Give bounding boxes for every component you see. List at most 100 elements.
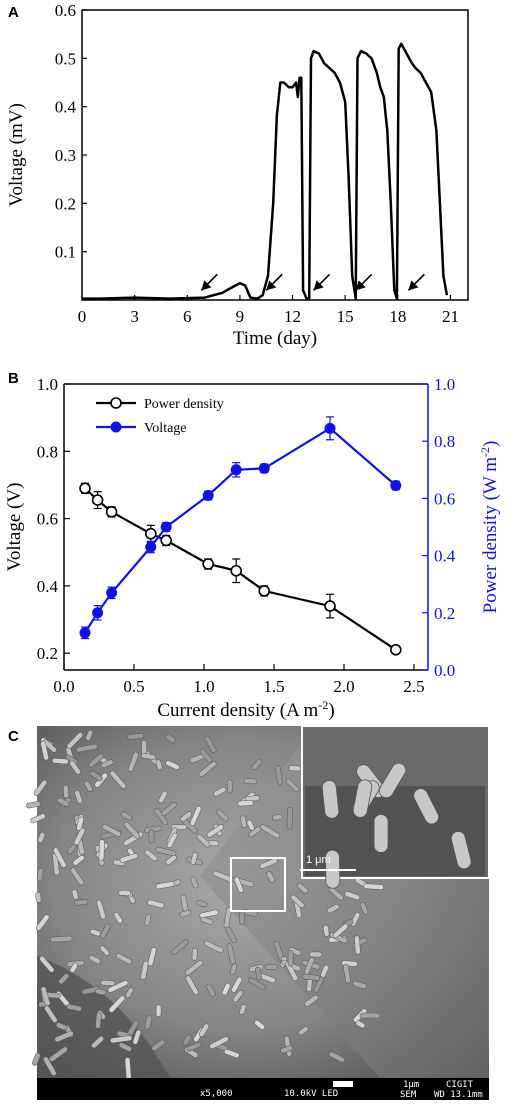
bacterium-rod — [120, 811, 133, 821]
bacterium-rod — [88, 954, 101, 965]
bacterium-rod — [204, 735, 217, 753]
bacterium-rod — [33, 779, 48, 796]
y-axis-title: Voltage (V) — [4, 483, 25, 572]
bacterium-rod — [69, 962, 79, 974]
y-right-tick-label: 0.8 — [434, 432, 455, 451]
bacterium-rod — [155, 1004, 162, 1017]
bacterium-rod — [233, 876, 244, 893]
x-tick-label: 0.5 — [123, 677, 144, 696]
y-right-tick-label: 1.0 — [434, 375, 455, 394]
y-right-tick-label: 0.6 — [434, 489, 455, 508]
data-point — [324, 422, 336, 434]
bacterium-rod — [237, 800, 254, 807]
bacterium-rod — [363, 883, 385, 890]
panel-label-c: C — [8, 728, 19, 745]
x-axis-title: Current density (A m-2) — [157, 698, 334, 721]
bacterium-rod — [304, 957, 315, 975]
bacterium-rod — [132, 1029, 142, 1045]
bacterium-rod — [185, 975, 199, 996]
x-tick-label: 3 — [130, 307, 139, 326]
x-axis-title-superscript: -2 — [318, 698, 328, 712]
inset-bacterium-rod — [352, 779, 373, 818]
chart-a: 0 3 6 9 12 15 18 21 0.1 0.2 0.3 0.4 0.5 0.6 Time (day)… — [6, 1, 469, 349]
bacterium-rod — [354, 935, 361, 955]
y-tick-label: 0.2 — [55, 194, 76, 213]
bacterium-rod — [171, 939, 189, 956]
bacterium-rod — [209, 1036, 229, 1050]
data-point — [79, 627, 91, 639]
data-point — [258, 462, 270, 474]
y-right-axis-title: Power density (W m-2) — [478, 441, 501, 614]
bacterium-rod — [206, 824, 224, 838]
x-tick-label: 2.5 — [403, 677, 424, 696]
x-tick-label: 0.0 — [53, 677, 74, 696]
data-point — [390, 480, 402, 492]
bacterium-rod — [298, 1026, 309, 1036]
bacterium-rod — [91, 1036, 104, 1049]
x-tick-label: 6 — [183, 307, 192, 326]
bacterium-rod — [155, 881, 175, 890]
bacterium-rod — [285, 778, 300, 792]
legend-label-voltage: Voltage — [144, 421, 187, 436]
bacterium-rod — [102, 823, 122, 837]
x-tick-label: 21 — [442, 307, 459, 326]
bacterium-rod — [125, 987, 134, 998]
bacterium-rod — [100, 979, 116, 987]
bacterium-rod — [118, 889, 131, 896]
y-tick-label: 0.5 — [55, 49, 76, 68]
bacterium-rod — [70, 867, 85, 886]
voltage-line — [82, 42, 449, 300]
x-axis-title-close: ) — [328, 700, 334, 721]
bacterium-rod — [140, 960, 149, 980]
bacterium-rod — [359, 1012, 381, 1019]
data-point — [160, 534, 172, 547]
chart-b: 0.0 0.5 1.0 1.5 2.0 2.5 0.2 0.4 0.6 0.8 1.0 0.0 0.2 0… — [4, 375, 501, 721]
bacterium-rod — [290, 894, 305, 908]
arrow-head — [266, 280, 277, 291]
data-point — [91, 494, 104, 506]
bacterium-rod — [216, 809, 229, 822]
bacterium-rod — [285, 961, 299, 981]
bacterium-rod — [81, 986, 101, 995]
bacterium-rod — [96, 899, 106, 920]
bacterium-rod — [63, 784, 69, 799]
bacterium-rod — [147, 947, 157, 967]
bacterium-rod — [304, 994, 319, 1007]
bacterium-rod — [231, 976, 243, 993]
x-tick-label: 2.0 — [333, 677, 354, 696]
arrow-head — [355, 280, 366, 291]
x-axis-title: Time (day) — [233, 328, 317, 349]
bacterium-rod — [113, 912, 123, 924]
inset-bacterium-rod — [378, 762, 407, 799]
bacterium-rod — [89, 928, 101, 937]
bacterium-rod — [89, 770, 103, 782]
bacterium-rod — [43, 1056, 57, 1077]
bacterium-rod — [100, 759, 114, 768]
bacterium-rod — [198, 761, 217, 777]
bacterium-rod — [67, 843, 77, 854]
bacterium-rod — [95, 988, 107, 996]
bacterium-rod — [74, 899, 89, 906]
bacterium-rod — [110, 1035, 133, 1044]
sem-scalebar — [333, 1081, 353, 1087]
y-right-tick-label: 0.2 — [434, 604, 455, 623]
bacterium-rod — [359, 902, 369, 915]
data-point — [324, 600, 336, 612]
bacterium-rod — [296, 882, 309, 894]
sem-scale-label: 1μm — [403, 1080, 419, 1090]
bacterium-rod — [88, 753, 104, 768]
bacterium-rod — [155, 846, 177, 857]
series-line-1 — [84, 426, 397, 634]
bacterium-rod — [182, 1034, 192, 1046]
x-tick-label: 1.0 — [193, 677, 214, 696]
panel-label-a: A — [8, 4, 19, 21]
data-point — [202, 490, 214, 502]
bacterium-rod — [165, 760, 180, 770]
bacterium-rod — [84, 780, 93, 792]
bacterium-rod — [26, 801, 41, 809]
bacterium-rod — [108, 995, 126, 1013]
bacterium-rod — [85, 729, 94, 741]
bacterium-rod — [203, 940, 224, 954]
bacterium-rod — [144, 914, 152, 926]
bacterium-rod — [264, 964, 279, 970]
